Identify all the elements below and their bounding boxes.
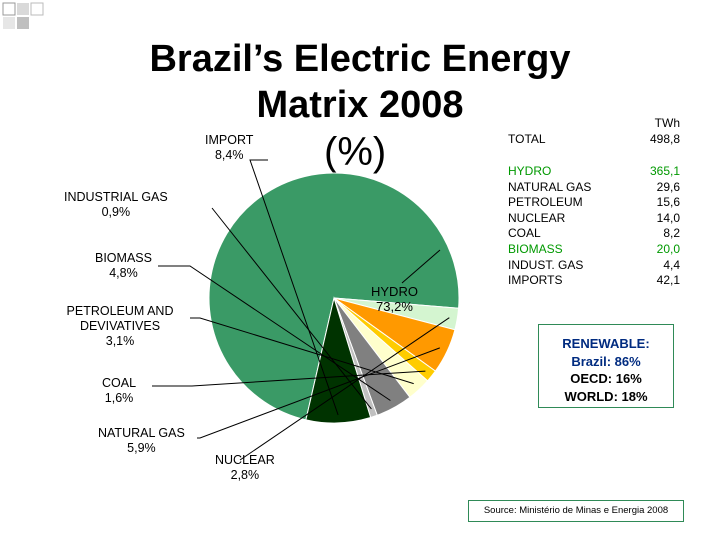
label-import: IMPORT 8,4% (205, 133, 253, 163)
leader-line-hydro (401, 249, 441, 284)
table-row-label: COAL (508, 226, 541, 241)
table-labels: HYDRO NATURAL GAS PETROLEUM NUCLEAR COAL BIOM… (508, 164, 591, 289)
label-hydro-name: HYDRO (371, 284, 418, 299)
label-industrial-gas-value: 0,9% (101, 205, 131, 219)
label-nuclear: NUCLEAR 2,8% (215, 453, 275, 483)
table-row-label: NATURAL GAS (508, 179, 592, 194)
corner-squares-decoration (2, 2, 44, 29)
table-row-label: INDUST. GAS (508, 257, 584, 272)
table-row-label: NUCLEAR (508, 210, 566, 225)
table-values: 365,1 29,6 15,6 14,0 8,2 20,0 4,4 42,1 (600, 164, 680, 289)
table-row-label: BIOMASS (508, 241, 563, 256)
table-row-value: 42,1 (656, 273, 680, 288)
label-nuclear-value: 2,8% (230, 468, 260, 482)
label-biomass: BIOMASS 4,8% (95, 251, 152, 281)
table-row-label: HYDRO (508, 164, 552, 178)
label-industrial-gas-name: INDUSTRIAL GAS (64, 190, 168, 204)
leader-line-coal (152, 370, 426, 387)
label-nuclear-name: NUCLEAR (215, 453, 275, 467)
slide-title: Brazil’s Electric Energy Matrix 2008 (149, 38, 571, 126)
label-coal: COAL 1,6% (102, 376, 136, 406)
source-note: Source: Ministério de Minas e Energia 20… (468, 500, 684, 522)
renewable-world: WORLD: 18% (564, 388, 648, 404)
renewable-brazil: Brazil: 86% (571, 353, 641, 369)
renewable-title: RENEWABLE: (562, 336, 650, 351)
leader-line-petroleum-and-devivatives (190, 317, 414, 385)
table-unit: TWh (654, 116, 680, 130)
label-natural-gas: NATURAL GAS 5,9% (98, 426, 185, 456)
label-import-value: 8,4% (214, 148, 244, 162)
label-hydro-value: 73,2% (376, 299, 413, 314)
table-row-value: 20,0 (656, 241, 680, 256)
label-petroleum-value: 3,1% (105, 334, 135, 348)
label-industrial-gas: INDUSTRIAL GAS 0,9% (64, 190, 168, 220)
table-row-label: IMPORTS (508, 273, 563, 288)
label-natural-gas-name: NATURAL GAS (98, 426, 185, 440)
table-unit-header: TWh 498,8 (600, 116, 680, 147)
label-hydro: HYDRO 73,2% (371, 284, 418, 314)
table-row-value: 4,4 (663, 257, 680, 272)
label-petroleum: PETROLEUM AND DEVIVATIVES 3,1% (55, 304, 185, 349)
label-coal-value: 1,6% (104, 391, 134, 405)
label-natural-gas-value: 5,9% (127, 441, 156, 455)
label-biomass-name: BIOMASS (95, 251, 152, 265)
table-total-value: 498,8 (649, 131, 680, 146)
label-coal-name: COAL (102, 376, 137, 390)
table-total-label: TOTAL (508, 132, 546, 146)
table-row-value: 8,2 (663, 226, 680, 241)
table-row-label: PETROLEUM (508, 195, 583, 210)
percent-sign: (%) (324, 130, 387, 174)
renewable-oecd: OECD: 16% (570, 371, 642, 386)
leader-line-industrial-gas (211, 207, 372, 410)
table-row-value: 14,0 (656, 210, 680, 225)
renewable-box: RENEWABLE: Brazil: 86% OECD: 16% WORLD: … (538, 324, 674, 408)
label-biomass-value: 4,8% (109, 266, 138, 280)
table-row-value: 15,6 (656, 195, 680, 210)
label-petroleum-name: PETROLEUM AND DEVIVATIVES (66, 304, 174, 333)
label-import-name: IMPORT (205, 133, 254, 147)
table-row-value: 365,1 (649, 164, 680, 178)
table-row-value: 29,6 (656, 179, 680, 194)
leader-line-nuclear (239, 317, 450, 461)
